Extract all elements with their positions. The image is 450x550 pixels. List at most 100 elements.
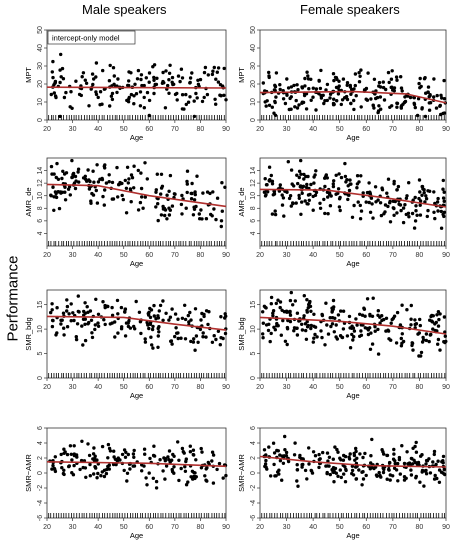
data-point xyxy=(418,323,422,328)
data-point xyxy=(385,191,389,195)
x-tick-label: 80 xyxy=(416,524,424,531)
data-point xyxy=(273,88,277,93)
data-point xyxy=(327,464,331,468)
data-point xyxy=(400,444,404,448)
data-point xyxy=(108,104,112,108)
data-point xyxy=(172,465,176,469)
x-tick-label: 20 xyxy=(256,126,264,133)
data-point xyxy=(436,342,440,346)
data-point xyxy=(204,217,209,221)
data-point xyxy=(77,310,81,314)
data-point xyxy=(391,474,395,478)
data-point xyxy=(168,315,173,319)
data-point xyxy=(344,468,348,473)
data-point xyxy=(129,200,133,204)
x-tick-label: 90 xyxy=(442,524,450,531)
data-point xyxy=(373,185,378,189)
data-point xyxy=(309,182,313,187)
data-point xyxy=(273,328,277,332)
data-point xyxy=(74,337,79,342)
data-point xyxy=(291,303,295,307)
data-point xyxy=(304,185,309,190)
data-point xyxy=(291,201,295,205)
data-point xyxy=(396,479,400,483)
data-point xyxy=(81,343,85,347)
data-point xyxy=(289,168,294,172)
data-point xyxy=(297,175,301,180)
fit-line xyxy=(259,188,447,208)
data-point xyxy=(105,304,109,308)
x-tick-label: 90 xyxy=(222,384,230,391)
data-point xyxy=(333,75,338,80)
data-point xyxy=(355,186,359,190)
data-point xyxy=(177,478,181,483)
data-point xyxy=(427,108,432,112)
data-point xyxy=(96,471,100,476)
data-point xyxy=(112,74,117,78)
data-point xyxy=(334,323,338,327)
data-point xyxy=(299,158,303,163)
x-tick-label: 70 xyxy=(171,126,179,133)
data-point xyxy=(295,311,300,315)
data-point xyxy=(112,455,116,459)
data-point xyxy=(376,352,381,356)
data-point xyxy=(289,290,293,295)
data-point xyxy=(303,84,307,88)
data-point xyxy=(354,446,358,451)
data-point xyxy=(49,164,54,169)
data-point xyxy=(179,336,183,340)
x-tick-label: 90 xyxy=(442,384,450,391)
data-point xyxy=(346,197,350,202)
data-point xyxy=(193,348,197,352)
data-point xyxy=(325,176,329,180)
data-point xyxy=(84,475,88,479)
data-point xyxy=(347,457,352,461)
data-point xyxy=(90,331,94,335)
data-point xyxy=(359,68,363,72)
data-point xyxy=(300,322,304,326)
data-point xyxy=(60,66,65,71)
data-point xyxy=(345,83,349,88)
data-point xyxy=(80,75,84,79)
data-point xyxy=(107,79,112,83)
data-point xyxy=(307,302,311,307)
data-point xyxy=(322,101,326,106)
data-point xyxy=(320,313,325,318)
data-point xyxy=(210,72,215,77)
data-point xyxy=(352,329,357,333)
data-points xyxy=(49,158,227,229)
data-point xyxy=(389,338,393,342)
data-point xyxy=(184,206,188,210)
data-point xyxy=(281,318,285,323)
data-point xyxy=(101,194,105,199)
legend-label: intercept-only model xyxy=(52,34,120,43)
data-points xyxy=(262,434,447,488)
data-point xyxy=(364,473,368,478)
data-point xyxy=(64,90,68,95)
data-point xyxy=(410,343,414,348)
data-point xyxy=(328,204,333,208)
data-point xyxy=(428,189,432,193)
y-tick-label: 12 xyxy=(37,179,44,187)
data-point xyxy=(163,477,167,481)
data-point xyxy=(398,472,402,476)
data-point xyxy=(440,460,444,464)
data-point xyxy=(315,335,319,339)
y-tick-label: 14 xyxy=(37,167,44,175)
data-point xyxy=(174,326,178,330)
data-point xyxy=(61,169,65,173)
data-point xyxy=(317,452,321,457)
data-point xyxy=(127,97,131,101)
data-point xyxy=(127,177,131,181)
data-point xyxy=(428,101,433,105)
data-point xyxy=(58,80,62,85)
data-point xyxy=(223,185,227,189)
data-point xyxy=(213,97,217,102)
data-point xyxy=(332,470,336,474)
data-point xyxy=(415,113,420,118)
data-point xyxy=(361,477,366,481)
y-tick-label: 30 xyxy=(37,62,44,70)
data-point xyxy=(262,448,267,452)
data-point xyxy=(216,80,221,84)
data-point xyxy=(261,81,265,85)
